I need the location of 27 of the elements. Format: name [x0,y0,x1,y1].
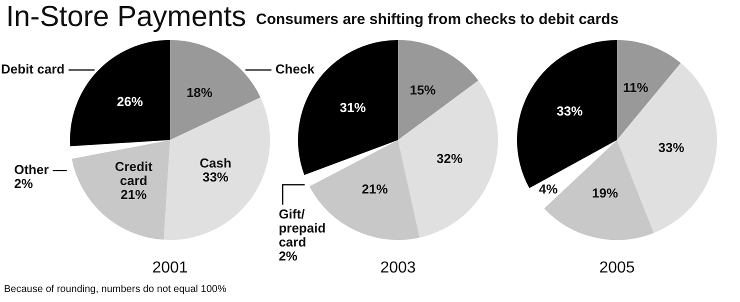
data-label: 21% [362,181,388,196]
slice-label: Gift/prepaid card [278,206,326,250]
slice-label: Cash [200,155,232,170]
data-label: 26% [116,94,144,109]
slice-label: Other [14,162,49,178]
slice-label: Credit card [114,158,154,188]
data-label: 33% [556,104,584,119]
chart-title: In-Store Payments [6,0,246,34]
data-label: 2% [14,176,34,192]
data-label: 33% [658,140,685,156]
data-label: 32% [436,150,463,166]
text: 2003 [380,259,416,276]
data-label: 4% [538,182,558,197]
text: Because of rounding, numbers do not equal 100% [4,284,226,295]
data-label: 2% [278,248,298,264]
text: 2001 [152,259,188,276]
slice-label: Check [275,62,316,77]
data-label: 18% [186,85,213,100]
data-label: 11% [622,80,649,95]
data-label: 33% [202,169,229,184]
slice-label: Debit card [1,62,65,77]
data-label: 21% [120,186,148,202]
chart-subtitle: Consumers are shifting from checks to debit cards [256,11,619,29]
data-label: 15% [410,82,436,98]
text: 2005 [599,259,635,276]
data-label: 31% [340,100,366,116]
data-label: 19% [592,185,618,200]
